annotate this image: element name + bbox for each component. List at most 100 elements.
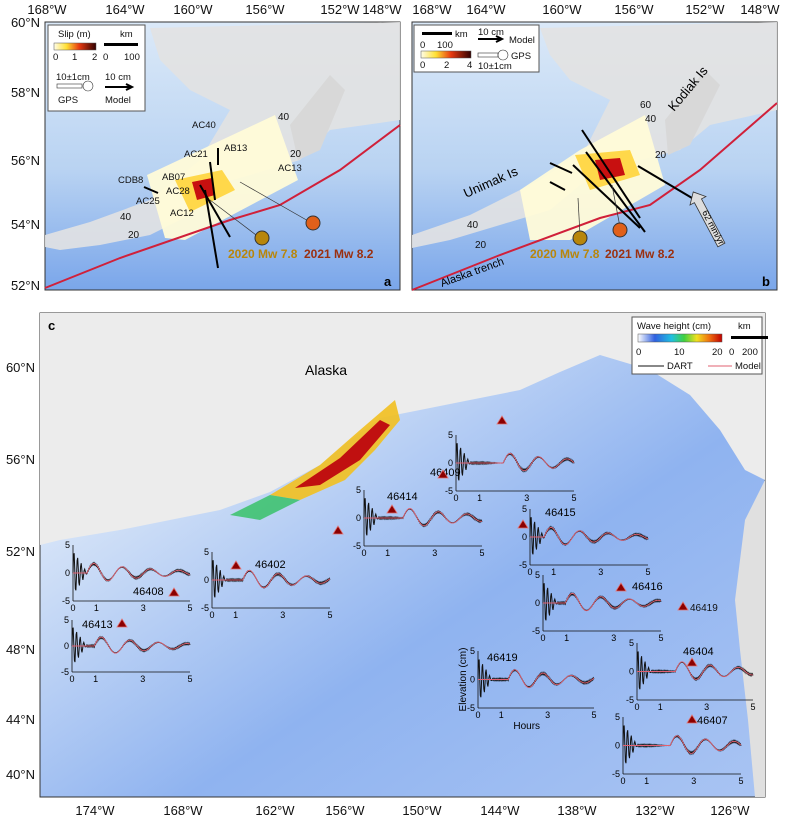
model-arrow-icon xyxy=(478,35,505,43)
tick-label: 152°W xyxy=(685,2,725,17)
model-trace xyxy=(637,661,754,680)
inset-x-tick-label: 1 xyxy=(233,610,238,620)
station-label: 46413 xyxy=(82,619,113,631)
inset-x-tick-label: 0 xyxy=(527,567,532,577)
inset-x-tick-label: 3 xyxy=(432,548,437,558)
model-trace xyxy=(456,453,575,472)
tick-label: 0 xyxy=(636,347,641,358)
inset-y-axis-label: Elevation (cm) xyxy=(458,648,469,712)
tick-label: 56°N xyxy=(11,153,40,168)
gps-legend-label: GPS xyxy=(58,95,78,106)
station-label: 46415 xyxy=(545,507,576,519)
tick-label: 164°W xyxy=(105,2,145,17)
model-trace xyxy=(543,593,662,612)
station-label: AC13 xyxy=(278,163,302,174)
gps-legend-value: 10±1cm xyxy=(56,72,90,83)
inset-y-tick-label: 5 xyxy=(522,504,527,514)
inset-x-tick-label: 0 xyxy=(475,710,480,720)
inset-x-tick-label: 5 xyxy=(591,710,596,720)
tick-label: 1 xyxy=(72,52,77,63)
inset-x-tick-label: 1 xyxy=(499,710,504,720)
waveform-inset-46409: 50-5013546409 xyxy=(430,430,577,503)
tick-label: 0 xyxy=(420,40,425,51)
gps-legend-value: 10±1cm xyxy=(478,61,512,72)
inset-y-tick-label: 0 xyxy=(65,568,70,578)
inset-y-tick-label: 5 xyxy=(629,638,634,648)
scale-title: km xyxy=(455,29,468,40)
wave-colorbar xyxy=(637,333,723,343)
model-legend-value: 10 cm xyxy=(105,72,131,83)
station-label: 46419 xyxy=(487,652,518,664)
station-label: 46408 xyxy=(133,586,164,598)
inset-y-tick-label: 0 xyxy=(64,641,69,651)
tick-label: 0 xyxy=(729,347,734,358)
inset-x-tick-label: 0 xyxy=(209,610,214,620)
inset-y-tick-label: -5 xyxy=(612,769,620,779)
dart-station-marker xyxy=(686,657,698,667)
inset-y-tick-label: -5 xyxy=(532,626,540,636)
contour-label: 20 xyxy=(128,230,140,241)
inset-y-tick-label: -5 xyxy=(201,603,209,613)
model-trace xyxy=(72,636,191,654)
inset-x-tick-label: 1 xyxy=(551,567,556,577)
inset-x-tick-label: 3 xyxy=(140,674,145,684)
inset-x-tick-label: 5 xyxy=(187,603,192,613)
panel-a-lat-axis: 60°N 58°N 56°N 54°N 52°N xyxy=(11,15,40,293)
inset-x-tick-label: 5 xyxy=(750,702,755,712)
contour-label: 60 xyxy=(640,100,652,111)
panel-b-map: 2020 Mw 7.8 2021 Mw 8.2 Unimak Is Kodiak… xyxy=(411,21,778,291)
scale-bar xyxy=(731,336,768,339)
model-legend-label: Model xyxy=(105,95,131,106)
dart-station-marker xyxy=(332,525,344,535)
tick-label: 0 xyxy=(53,52,58,63)
inset-y-tick-label: 0 xyxy=(522,532,527,542)
model-trace xyxy=(212,570,331,589)
inset-x-tick-label: 3 xyxy=(280,610,285,620)
inset-y-tick-label: -5 xyxy=(467,703,475,713)
gps-vectors xyxy=(143,148,231,269)
event-2021-label: 2021 Mw 8.2 xyxy=(304,247,374,261)
gps-legend-label: GPS xyxy=(511,51,531,62)
inset-x-tick-label: 0 xyxy=(361,548,366,558)
inset-x-tick-label: 1 xyxy=(644,776,649,786)
inset-y-tick-label: 0 xyxy=(470,675,475,685)
dart-legend-label: DART xyxy=(667,361,693,372)
focal-mechanism-2020 xyxy=(254,230,270,246)
inset-x-tick-label: 1 xyxy=(385,548,390,558)
tick-label: 40°N xyxy=(6,767,35,782)
tick-label: 132°W xyxy=(635,803,675,818)
tick-label: 100 xyxy=(437,40,453,51)
inset-y-tick-label: 0 xyxy=(204,575,209,585)
slip-legend-title: Slip (m) xyxy=(58,29,91,40)
inset-x-tick-label: 3 xyxy=(545,710,550,720)
tick-label: 162°W xyxy=(255,803,295,818)
tick-label: 60°N xyxy=(6,360,35,375)
tick-label: 200 xyxy=(742,347,758,358)
model-trace xyxy=(478,669,595,688)
alaska-peninsula-land xyxy=(412,22,777,248)
scale-bar xyxy=(104,43,138,46)
panel-label-a: a xyxy=(384,274,392,289)
contour-label: 20 xyxy=(655,150,667,161)
dart-station-marker xyxy=(496,415,508,425)
tick-label: 54°N xyxy=(11,217,40,232)
inset-y-tick-label: 0 xyxy=(448,458,453,468)
event-2020-label: 2020 Mw 7.8 xyxy=(530,247,600,261)
alaska-trench xyxy=(44,124,401,289)
contour-label: 40 xyxy=(120,212,132,223)
inset-y-tick-label: -5 xyxy=(445,486,453,496)
tick-label: 10 xyxy=(674,347,685,358)
inset-x-tick-label: 0 xyxy=(634,702,639,712)
dart-station-marker xyxy=(615,582,627,592)
dart-station-marker xyxy=(168,587,180,597)
focal-mechanism-2021 xyxy=(612,222,628,238)
inset-x-tick-label: 3 xyxy=(611,633,616,643)
tick-label: 168°W xyxy=(412,2,452,17)
alaska-trench xyxy=(411,102,778,291)
inset-y-tick-label: 5 xyxy=(204,547,209,557)
panel-b-legend: km 0 100 0 2 4 10 cm Model GPS 10±1cm xyxy=(413,24,540,73)
